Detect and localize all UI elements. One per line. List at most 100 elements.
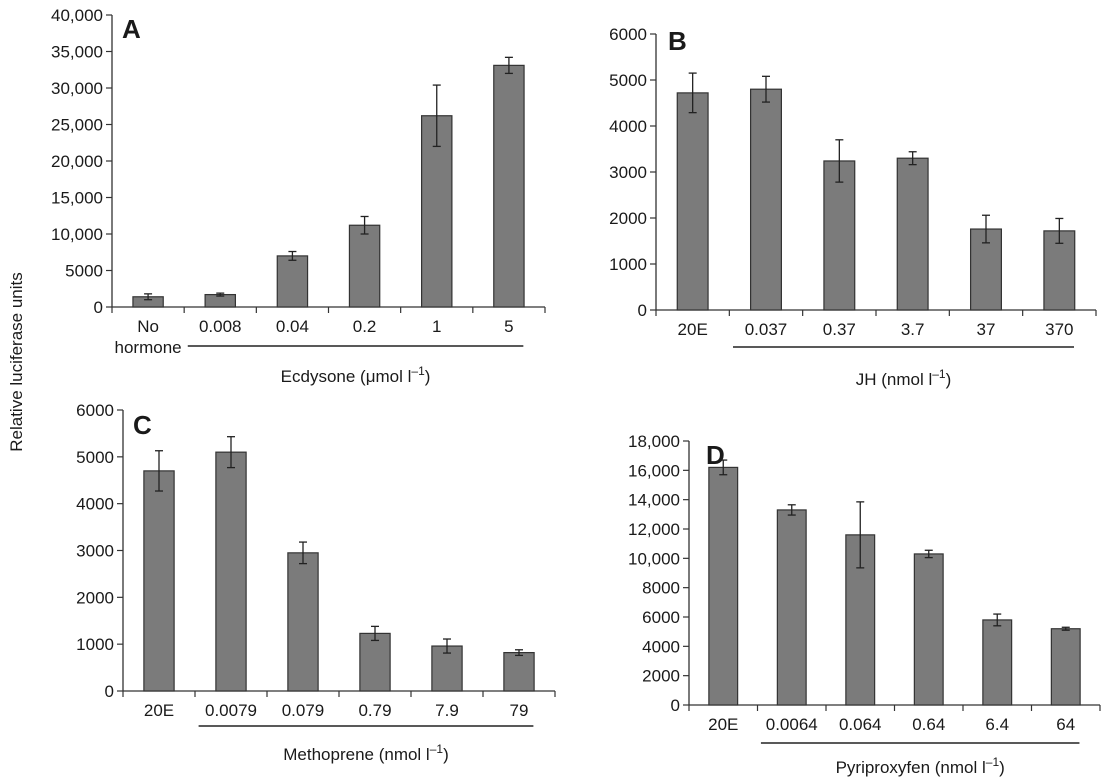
x-tick-label: 3.7 [901,320,925,339]
y-tick-label: 20,000 [51,152,103,171]
y-tick-label: 1000 [76,635,114,654]
bar [708,466,739,706]
y-tick-label: 35,000 [51,43,103,62]
y-tick-label: 5000 [609,71,647,90]
bar [359,632,391,692]
y-tick-label: 0 [671,696,680,715]
y-tick-label: 2000 [76,588,114,607]
x-tick-label: 0.79 [358,701,391,720]
bar [1043,230,1076,311]
x-tick-label: 79 [510,701,529,720]
y-tick-label: 6000 [76,401,114,420]
y-tick-label: 6000 [642,608,680,627]
x-tick-label: 0.0064 [766,715,818,734]
y-tick-label: 0 [105,682,114,701]
y-tick-label: 5000 [65,262,103,281]
x-tick-label: 0.037 [745,320,788,339]
x-axis-title-sup: –1 [411,364,425,378]
bar [287,552,319,692]
x-tick-label: 370 [1045,320,1073,339]
panel-letter: A [122,14,141,44]
x-axis-title-main: Methoprene (nmol l [283,745,429,764]
x-tick-label: 20E [678,320,708,339]
y-tick-label: 5000 [76,448,114,467]
x-tick-label: 0.04 [276,317,309,336]
x-axis-title: Pyriproxyfen (nmol l–1) [836,755,1005,777]
bar [215,451,247,692]
y-tick-label: 4000 [642,637,680,656]
y-tick-label: 16,000 [628,461,680,480]
y-tick-label: 10,000 [628,549,680,568]
y-tick-label: 4000 [76,495,114,514]
bar [676,92,709,311]
x-tick-label: 0.008 [199,317,242,336]
bar [913,553,944,706]
panel-a-chart: 0 5000 10,000 15,000 20,000 25,000 30,000 35,00… [51,6,546,386]
y-tick-label: 15,000 [51,189,103,208]
y-tick-label: 2000 [609,209,647,228]
x-tick-label: 0.37 [823,320,856,339]
bar [776,509,807,706]
x-tick-label: 5 [504,317,513,336]
x-axis-title-main: Ecdysone (μmol l [281,367,412,386]
bar [143,470,175,692]
x-tick-label: 1 [432,317,441,336]
x-axis-title: Methoprene (nmol l–1) [283,742,449,764]
x-tick-label: 0.064 [839,715,882,734]
x-tick-label: 20E [144,701,174,720]
bar [896,157,929,311]
y-tick-label: 4000 [609,117,647,136]
y-tick-label: 6000 [609,25,647,44]
y-tick-label: 3000 [76,542,114,561]
bar [503,651,535,692]
panel-c-chart: 0 1000 2000 3000 4000 5000 6000 20E 0.0079 0.079 0… [76,401,556,764]
bar [1050,628,1081,706]
y-tick-label: 0 [638,301,647,320]
panel-letter: B [668,26,687,56]
x-tick-label: 7.9 [435,701,459,720]
x-axis-title-suffix: ) [425,367,431,386]
y-tick-label: 3000 [609,163,647,182]
y-tick-label: 8000 [642,579,680,598]
y-tick-label: 18,000 [628,432,680,451]
bar [276,255,309,308]
x-tick-label: 0.2 [353,317,377,336]
panel-b-chart: 0 1000 2000 3000 4000 5000 6000 20E 0.037 0.37 3.7… [609,25,1097,389]
y-tick-label: 2000 [642,667,680,686]
x-tick-label: 0.079 [282,701,325,720]
y-tick-label: 40,000 [51,6,103,25]
bar [420,115,453,308]
x-tick-label: 6.4 [985,715,1009,734]
bar [493,64,525,308]
x-tick-label: 0.0079 [205,701,257,720]
x-axis-title-main: JH (nmol l [856,370,933,389]
y-axis-title: Relative luciferase units [7,272,26,452]
y-tick-label: 0 [94,298,103,317]
y-tick-label: 30,000 [51,79,103,98]
x-tick-label: hormone [115,338,182,357]
x-axis-title-sup: –1 [430,742,444,756]
x-axis-title-sup: –1 [932,367,946,381]
bar [823,160,856,311]
x-axis-title: JH (nmol l–1) [856,367,952,389]
x-axis-title: Ecdysone (μmol l–1) [281,364,431,386]
panel-d-chart: 0 2000 4000 6000 8000 10,000 12,000 14,000 16,00… [628,432,1101,777]
x-axis-title-sup: –1 [986,755,1000,769]
bar [749,88,782,311]
y-tick-label: 10,000 [51,225,103,244]
y-tick-label: 14,000 [628,491,680,510]
y-tick-label: 25,000 [51,116,103,135]
bar [982,619,1013,706]
x-axis-title-suffix: ) [946,370,952,389]
x-tick-label: 0.64 [912,715,945,734]
x-tick-label: 20E [708,715,738,734]
y-tick-label: 12,000 [628,520,680,539]
x-tick-label: 64 [1056,715,1075,734]
y-tick-label: 1000 [609,255,647,274]
x-tick-label: 37 [977,320,996,339]
panel-letter: D [706,440,725,470]
x-axis-title-main: Pyriproxyfen (nmol l [836,758,986,777]
panel-letter: C [133,410,152,440]
x-axis-title-suffix: ) [443,745,449,764]
